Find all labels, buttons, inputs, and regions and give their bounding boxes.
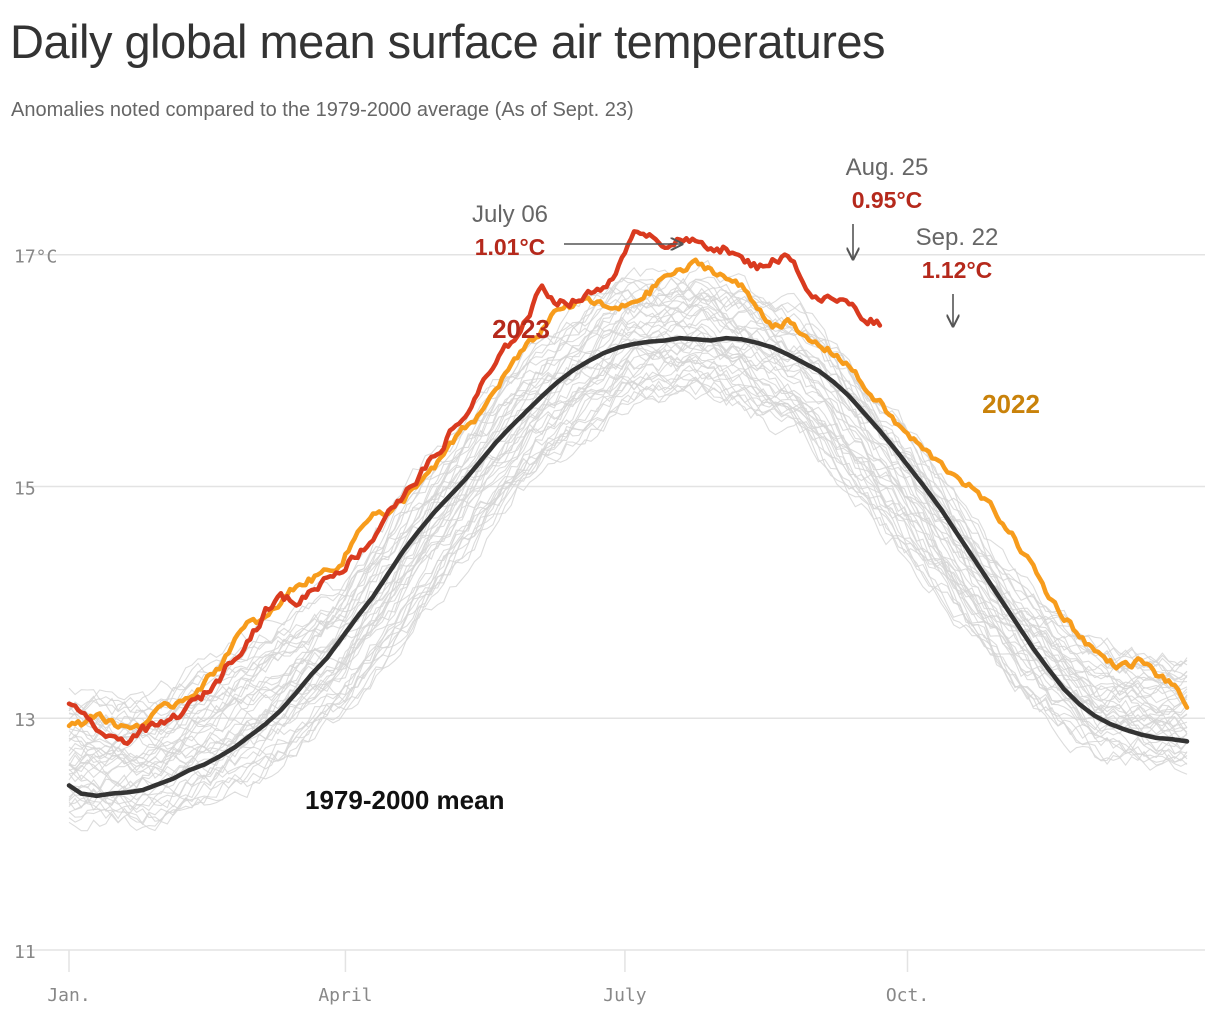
annotation-aug-date: Aug. 25	[846, 154, 929, 181]
series-lines	[66, 229, 1190, 799]
x-tick-label: April	[318, 985, 372, 1006]
annotation-sep: Sep. 22 1.12°C	[916, 224, 999, 326]
y-tick-label: 11	[14, 942, 36, 963]
annotation-july-date: July 06	[472, 201, 548, 228]
background-year-line	[68, 350, 1188, 804]
series-label-mean: 1979-2000 mean	[305, 785, 504, 815]
y-tick-label: 15	[14, 478, 36, 499]
series-line-mean	[66, 335, 1190, 799]
series-label-2023: 2023	[492, 314, 550, 344]
background-year-line	[68, 359, 1188, 811]
background-year-line	[68, 376, 1188, 826]
background-year-line	[68, 384, 1188, 825]
annotation-aug-value: 0.95°C	[852, 187, 923, 213]
background-year-line	[68, 266, 1188, 713]
background-year-line	[68, 286, 1188, 729]
x-tick-label: Jan.	[47, 985, 90, 1006]
background-years	[68, 259, 1188, 832]
annotation-sep-value: 1.12°C	[922, 257, 993, 283]
background-year-line	[68, 372, 1188, 823]
gridlines	[20, 253, 1205, 951]
background-year-line	[68, 294, 1188, 749]
background-year-line	[68, 286, 1188, 717]
background-year-line	[68, 307, 1188, 755]
y-tick-label: 13	[14, 710, 36, 731]
series-line-2023	[66, 229, 883, 746]
y-axis-ticks: 11 13 15 17°C	[14, 247, 57, 963]
chart-subtitle: Anomalies noted compared to the 1979-200…	[11, 99, 634, 121]
background-year-line	[68, 307, 1188, 760]
annotation-july: July 06 1.01°C	[472, 201, 682, 260]
background-year-line	[68, 358, 1188, 810]
series-label-2022: 2022	[982, 389, 1040, 419]
background-year-line	[68, 320, 1188, 768]
x-axis-ticks: Jan. April July Oct.	[47, 950, 929, 1006]
x-tick-label: Oct.	[886, 985, 929, 1006]
background-year-line	[68, 325, 1188, 772]
series-line-2022	[66, 257, 1190, 731]
annotation-july-value: 1.01°C	[475, 234, 546, 260]
background-year-line	[68, 304, 1188, 750]
background-year-line	[68, 277, 1188, 719]
background-year-line	[68, 283, 1188, 737]
y-tick-label: 17°C	[14, 247, 57, 268]
chart-title: Daily global mean surface air temperatur…	[10, 15, 886, 68]
background-year-line	[68, 259, 1188, 705]
x-tick-label: July	[603, 985, 647, 1006]
background-year-line	[68, 293, 1188, 738]
background-year-line	[68, 373, 1188, 811]
background-year-line	[68, 276, 1188, 715]
annotation-sep-date: Sep. 22	[916, 224, 999, 251]
annotation-aug: Aug. 25 0.95°C	[846, 154, 929, 259]
background-year-line	[68, 344, 1188, 788]
